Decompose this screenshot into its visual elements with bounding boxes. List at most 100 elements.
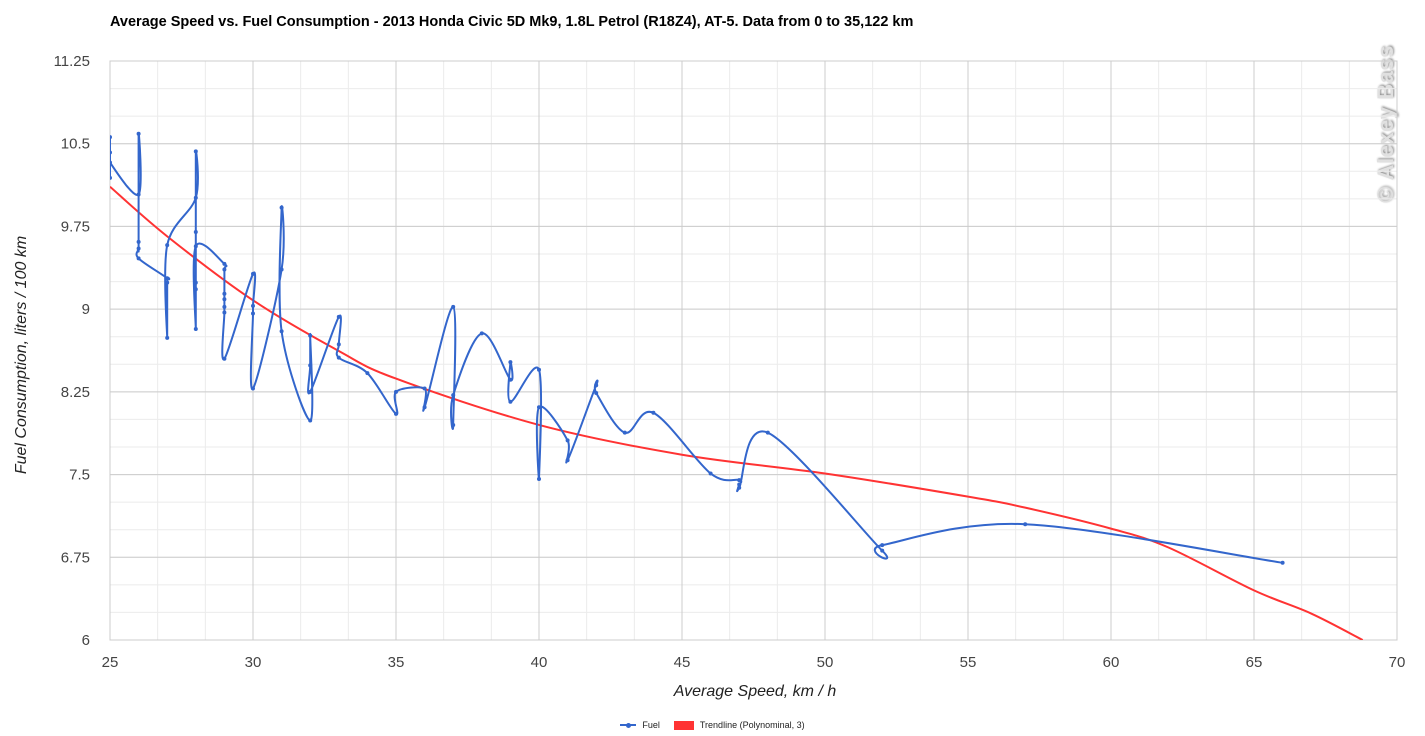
- x-tick-label: 65: [1246, 654, 1263, 671]
- y-tick-label: 9.75: [61, 218, 90, 235]
- x-tick-label: 55: [960, 654, 977, 671]
- fuel-data-point[interactable]: [1280, 560, 1285, 565]
- fuel-data-point[interactable]: [136, 246, 141, 251]
- fuel-data-point[interactable]: [508, 377, 513, 382]
- axis-ticks: 25 30 35 40 45 50 55 60 65 70 6 6.75 7.5 8.25 9 9.75 10.…: [54, 53, 1406, 671]
- x-tick-label: 30: [245, 654, 262, 671]
- fuel-data-point[interactable]: [451, 422, 456, 427]
- fuel-data-point[interactable]: [479, 331, 484, 336]
- y-tick-label: 10.5: [61, 136, 90, 153]
- fuel-data-point[interactable]: [136, 239, 141, 244]
- fuel-data-point[interactable]: [336, 342, 341, 347]
- fuel-data-point[interactable]: [222, 304, 227, 309]
- fuel-data-point[interactable]: [565, 438, 570, 443]
- legend-label-trendline: Trendline (Polynominal, 3): [699, 720, 805, 730]
- fuel-data-point[interactable]: [422, 386, 427, 391]
- fuel-data-point[interactable]: [565, 458, 570, 463]
- fuel-data-point[interactable]: [193, 244, 198, 249]
- series-layer: [108, 131, 1364, 640]
- fuel-data-point[interactable]: [251, 386, 255, 391]
- fuel-data-point[interactable]: [136, 192, 141, 197]
- fuel-data-point[interactable]: [594, 383, 599, 388]
- fuel-data-point[interactable]: [222, 310, 227, 315]
- fuel-data-point[interactable]: [165, 280, 170, 285]
- fuel-data-point[interactable]: [394, 411, 398, 416]
- grid-lines: [109, 60, 1398, 641]
- fuel-data-point[interactable]: [251, 271, 255, 276]
- fuel-data-point[interactable]: [193, 280, 198, 285]
- x-tick-label: 25: [102, 654, 119, 671]
- fuel-data-point[interactable]: [594, 390, 599, 395]
- fuel-data-point[interactable]: [708, 471, 713, 476]
- legend-item-trendline[interactable]: Trendline (Polynominal, 3): [673, 720, 805, 730]
- fuel-data-point[interactable]: [136, 256, 141, 261]
- fuel-data-point[interactable]: [165, 276, 170, 281]
- fuel-data-point[interactable]: [251, 311, 255, 316]
- fuel-data-point[interactable]: [737, 482, 742, 487]
- fuel-data-point[interactable]: [537, 367, 541, 372]
- x-tick-label: 40: [531, 654, 548, 671]
- y-tick-label: 7.5: [69, 467, 90, 484]
- fuel-data-point[interactable]: [251, 303, 255, 308]
- chart-title: Average Speed vs. Fuel Consumption - 201…: [110, 14, 914, 30]
- fuel-data-point[interactable]: [508, 360, 513, 365]
- fuel-data-point[interactable]: [508, 399, 513, 404]
- legend-label-fuel: Fuel: [642, 720, 660, 730]
- fuel-data-point[interactable]: [222, 297, 227, 302]
- fuel-data-point[interactable]: [193, 229, 198, 234]
- fuel-data-point[interactable]: [279, 329, 284, 334]
- fuel-data-point[interactable]: [737, 485, 742, 490]
- fuel-data-point[interactable]: [108, 175, 112, 180]
- fuel-data-point[interactable]: [308, 389, 313, 394]
- fuel-data-point[interactable]: [222, 291, 227, 296]
- x-tick-label: 50: [817, 654, 834, 671]
- x-tick-label: 45: [674, 654, 691, 671]
- x-tick-label: 70: [1389, 654, 1406, 671]
- fuel-data-point[interactable]: [108, 160, 112, 165]
- x-tick-label: 60: [1103, 654, 1120, 671]
- fuel-data-point[interactable]: [108, 150, 112, 155]
- fuel-data-point[interactable]: [880, 543, 885, 548]
- y-tick-label: 8.25: [61, 384, 90, 401]
- x-tick-label: 35: [388, 654, 405, 671]
- fuel-data-point[interactable]: [308, 418, 313, 423]
- fuel-data-point[interactable]: [1023, 522, 1028, 527]
- fuel-data-point[interactable]: [537, 405, 541, 410]
- fuel-data-point[interactable]: [880, 548, 885, 553]
- fuel-data-point[interactable]: [308, 333, 313, 338]
- trendline-swatch-icon: [673, 720, 694, 730]
- fuel-data-point[interactable]: [222, 261, 227, 266]
- fuel-data-point[interactable]: [308, 363, 313, 368]
- fuel-data-point[interactable]: [651, 410, 656, 415]
- fuel-data-point[interactable]: [765, 430, 770, 435]
- fuel-data-point[interactable]: [537, 476, 541, 481]
- fuel-data-point[interactable]: [336, 355, 341, 360]
- fuel-data-point[interactable]: [193, 326, 198, 331]
- fuel-data-point[interactable]: [222, 356, 227, 361]
- fuel-data-point[interactable]: [394, 389, 398, 394]
- fuel-data-point[interactable]: [193, 195, 198, 200]
- fuel-data-point[interactable]: [622, 430, 627, 435]
- fuel-data-point[interactable]: [336, 314, 341, 319]
- fuel-data-point[interactable]: [108, 135, 112, 140]
- fuel-data-point[interactable]: [165, 243, 170, 248]
- fuel-data-point[interactable]: [279, 267, 284, 272]
- fuel-data-point[interactable]: [365, 371, 370, 376]
- fuel-data-point[interactable]: [451, 393, 456, 398]
- y-tick-label: 11.25: [54, 53, 90, 70]
- fuel-data-point[interactable]: [136, 131, 141, 136]
- fuel-data-point[interactable]: [193, 149, 198, 154]
- trendline-series: [110, 185, 1364, 640]
- fuel-data-point[interactable]: [165, 335, 170, 340]
- x-axis-title: Average Speed, km / h: [673, 683, 837, 700]
- fuel-data-point[interactable]: [422, 405, 427, 410]
- fuel-line-icon: [620, 722, 637, 728]
- fuel-data-point[interactable]: [193, 287, 198, 292]
- y-tick-label: 9: [82, 301, 90, 318]
- fuel-data-point[interactable]: [451, 304, 456, 309]
- legend-item-fuel[interactable]: Fuel: [620, 720, 660, 730]
- fuel-data-point[interactable]: [222, 267, 227, 272]
- legend: Fuel Trendline (Polynominal, 3): [0, 720, 1425, 730]
- fuel-data-point[interactable]: [737, 478, 742, 483]
- fuel-data-point[interactable]: [279, 205, 284, 210]
